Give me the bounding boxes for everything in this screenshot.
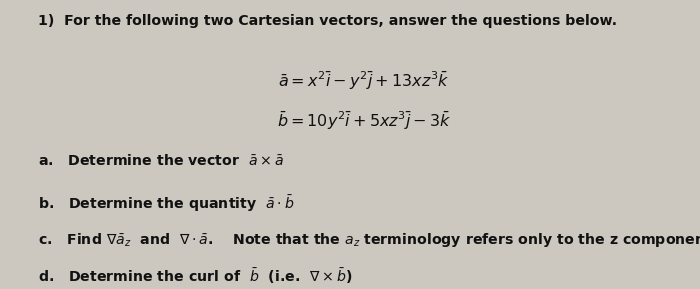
Text: c.   Find $\nabla\bar{a}_z$  and  $\nabla \cdot \bar{a}$.    Note that the $a_z$: c. Find $\nabla\bar{a}_z$ and $\nabla \c… <box>38 231 700 249</box>
Text: 1)  For the following two Cartesian vectors, answer the questions below.: 1) For the following two Cartesian vecto… <box>38 14 617 28</box>
Text: b.   Determine the quantity  $\bar{a} \cdot \bar{b}$: b. Determine the quantity $\bar{a} \cdot… <box>38 194 295 214</box>
Text: $\bar{a} = x^2\bar{i} - y^2\bar{j} + 13xz^3\bar{k}$: $\bar{a} = x^2\bar{i} - y^2\bar{j} + 13x… <box>278 69 450 92</box>
Text: $\bar{b} = 10y^2\bar{i} + 5xz^3\bar{j} - 3\bar{k}$: $\bar{b} = 10y^2\bar{i} + 5xz^3\bar{j} -… <box>276 110 452 132</box>
Text: d.   Determine the curl of  $\bar{b}$  (i.e.  $\nabla \times \bar{b}$): d. Determine the curl of $\bar{b}$ (i.e.… <box>38 266 353 286</box>
Text: a.   Determine the vector  $\bar{a} \times \bar{a}$: a. Determine the vector $\bar{a} \times … <box>38 153 284 168</box>
